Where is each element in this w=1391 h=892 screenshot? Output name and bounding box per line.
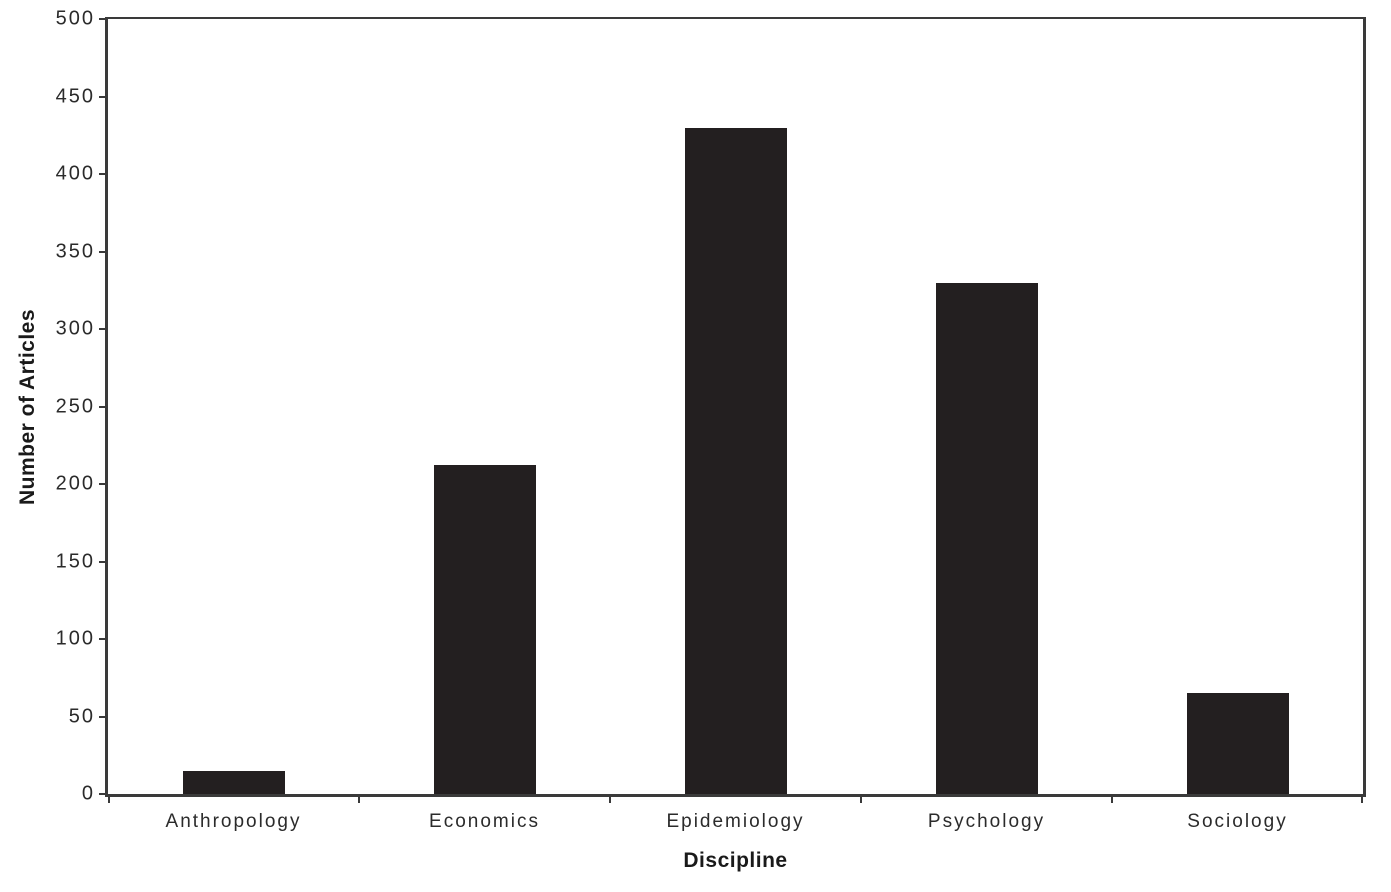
bar-psychology — [935, 282, 1038, 794]
x-category-label: Sociology — [1187, 811, 1288, 832]
y-tick-label: 300 — [55, 317, 95, 340]
y-tick — [99, 173, 108, 175]
y-tick — [99, 250, 108, 253]
y-tick-label: 200 — [55, 472, 95, 495]
y-tick-label: 150 — [55, 550, 95, 572]
bar-sociology — [1186, 693, 1289, 794]
y-tick — [99, 483, 108, 485]
bar-anthropology — [182, 770, 285, 794]
x-category-label: Anthropology — [165, 811, 302, 832]
y-tick — [99, 95, 108, 98]
y-tick — [99, 328, 108, 330]
y-tick-label: 450 — [55, 85, 95, 107]
y-tick — [99, 560, 108, 563]
y-tick-label: 0 — [81, 782, 95, 805]
y-tick-label: 350 — [55, 240, 95, 262]
y-tick — [99, 793, 108, 795]
y-tick — [99, 18, 108, 20]
x-tick — [609, 794, 611, 803]
y-tick-label: 250 — [55, 395, 95, 417]
x-tick — [860, 794, 862, 803]
bar-epidemiology — [684, 127, 787, 794]
x-category-label: Psychology — [927, 811, 1046, 832]
y-tick-label: 50 — [68, 705, 95, 727]
x-category-label: Epidemiology — [666, 811, 805, 832]
y-tick — [99, 715, 108, 718]
x-category-label: Economics — [429, 811, 540, 832]
x-axis-title: Discipline — [683, 849, 788, 872]
y-tick-label: 100 — [55, 627, 95, 650]
x-tick — [358, 794, 360, 803]
y-tick — [99, 405, 108, 408]
plot-area: 0 50 100 150 200 250 300 350 400 450 500 Anthropolo… — [56, 8, 1366, 832]
x-tick — [108, 794, 110, 803]
x-tick — [1361, 794, 1363, 803]
y-tick-label: 500 — [55, 7, 95, 30]
bar-economics — [433, 465, 536, 794]
x-tick — [1111, 794, 1113, 803]
y-tick-label: 400 — [55, 162, 95, 185]
y-tick — [99, 638, 108, 640]
